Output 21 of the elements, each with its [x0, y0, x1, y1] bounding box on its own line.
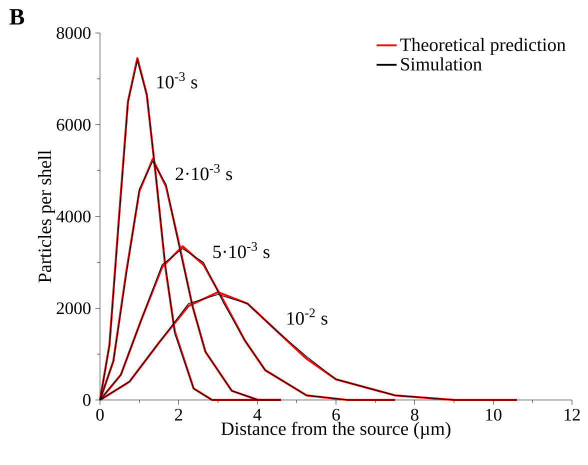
x-tick-label: 6 — [332, 408, 340, 421]
annotation: 5·10$^{-3}$ s — [213, 242, 270, 258]
legend-label: Theoretical prediction — [400, 38, 566, 55]
y-tick-label: 4000 — [56, 210, 91, 222]
x-tick-label: 10 — [486, 408, 502, 421]
y-tick-label: 0 — [83, 394, 91, 406]
y-tick-label: 6000 — [56, 118, 91, 131]
annotation: 2·10$^{-3}$ s — [176, 164, 232, 180]
annotation: 10$^{-2}$ s — [287, 308, 328, 325]
x-tick-label: 0 — [96, 408, 104, 421]
x-tick-label: 4 — [253, 408, 262, 420]
legend-label: Simulation — [401, 57, 482, 71]
y-tick-label: 2000 — [56, 302, 91, 314]
y-tick-label: 8000 — [56, 27, 91, 39]
x-tick-label: 8 — [410, 408, 418, 421]
text: B — [10, 9, 24, 25]
y-axis-title: Particles per shell — [38, 150, 56, 283]
x-tick-label: 12 — [564, 408, 580, 420]
annotation: 10$^{-3}$ s — [157, 72, 198, 88]
x-axis-title: Distance from the source (µm) — [221, 422, 450, 439]
x-tick-label: 2 — [175, 408, 182, 420]
